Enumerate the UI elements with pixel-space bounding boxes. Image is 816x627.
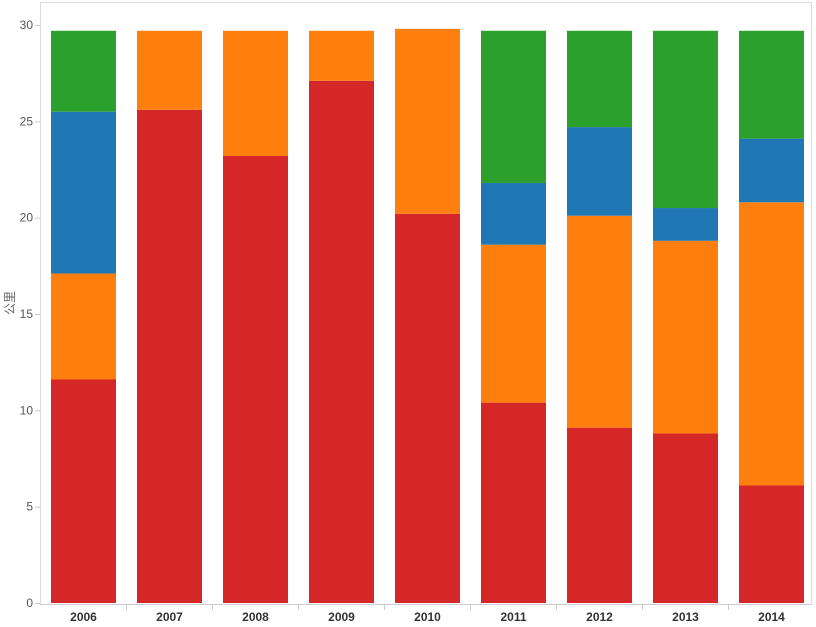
- bar-segment-blue-2013[interactable]: [653, 208, 718, 241]
- y-tick-label: 20: [20, 211, 34, 225]
- x-tick-label: 2012: [586, 610, 613, 624]
- x-tick-label: 2013: [672, 610, 699, 624]
- bar-segment-blue-2006[interactable]: [51, 111, 116, 274]
- bar-segment-red-2013[interactable]: [653, 433, 718, 603]
- y-axis-label: 公里: [3, 291, 17, 315]
- bar-segment-red-2010[interactable]: [395, 213, 460, 603]
- bar-segment-orange-2013[interactable]: [653, 240, 718, 434]
- bar-segment-orange-2008[interactable]: [223, 30, 288, 157]
- y-tick-label: 15: [20, 307, 34, 321]
- bar-segment-red-2008[interactable]: [223, 156, 288, 603]
- y-tick-label: 30: [20, 18, 34, 32]
- bar-segment-green-2006[interactable]: [51, 30, 116, 112]
- bar-segment-green-2014[interactable]: [739, 30, 804, 139]
- y-tick-label: 10: [20, 403, 34, 417]
- bar-segment-red-2014[interactable]: [739, 485, 804, 603]
- bar-segment-green-2013[interactable]: [653, 30, 718, 209]
- x-tick-label: 2008: [242, 610, 269, 624]
- bar-segment-blue-2011[interactable]: [481, 182, 546, 245]
- bar-segment-green-2011[interactable]: [481, 30, 546, 183]
- bar-segment-green-2012[interactable]: [567, 30, 632, 128]
- bar-segment-orange-2010[interactable]: [395, 28, 460, 214]
- y-tick-label: 0: [26, 596, 33, 610]
- y-tick-label: 5: [26, 500, 33, 514]
- y-tick-label: 25: [20, 114, 34, 128]
- bar-segment-blue-2014[interactable]: [739, 138, 804, 203]
- bar-segment-blue-2012[interactable]: [567, 127, 632, 216]
- bar-segment-red-2009[interactable]: [309, 80, 374, 603]
- bar-segment-orange-2006[interactable]: [51, 273, 116, 380]
- bar-segment-orange-2007[interactable]: [137, 30, 202, 110]
- bar-segment-orange-2014[interactable]: [739, 202, 804, 486]
- bar-segment-red-2007[interactable]: [137, 109, 202, 604]
- x-tick-label: 2014: [758, 610, 785, 624]
- x-tick-label: 2009: [328, 610, 355, 624]
- bar-segment-orange-2011[interactable]: [481, 244, 546, 403]
- bar-segment-red-2012[interactable]: [567, 427, 632, 603]
- bar-segment-red-2011[interactable]: [481, 402, 546, 603]
- x-tick-label: 2006: [70, 610, 97, 624]
- bar-segment-orange-2009[interactable]: [309, 30, 374, 81]
- x-tick-label: 2007: [156, 610, 183, 624]
- bar-segment-red-2006[interactable]: [51, 379, 116, 603]
- x-tick-label: 2010: [414, 610, 441, 624]
- x-tick-label: 2011: [500, 610, 526, 624]
- bar-segment-orange-2012[interactable]: [567, 215, 632, 428]
